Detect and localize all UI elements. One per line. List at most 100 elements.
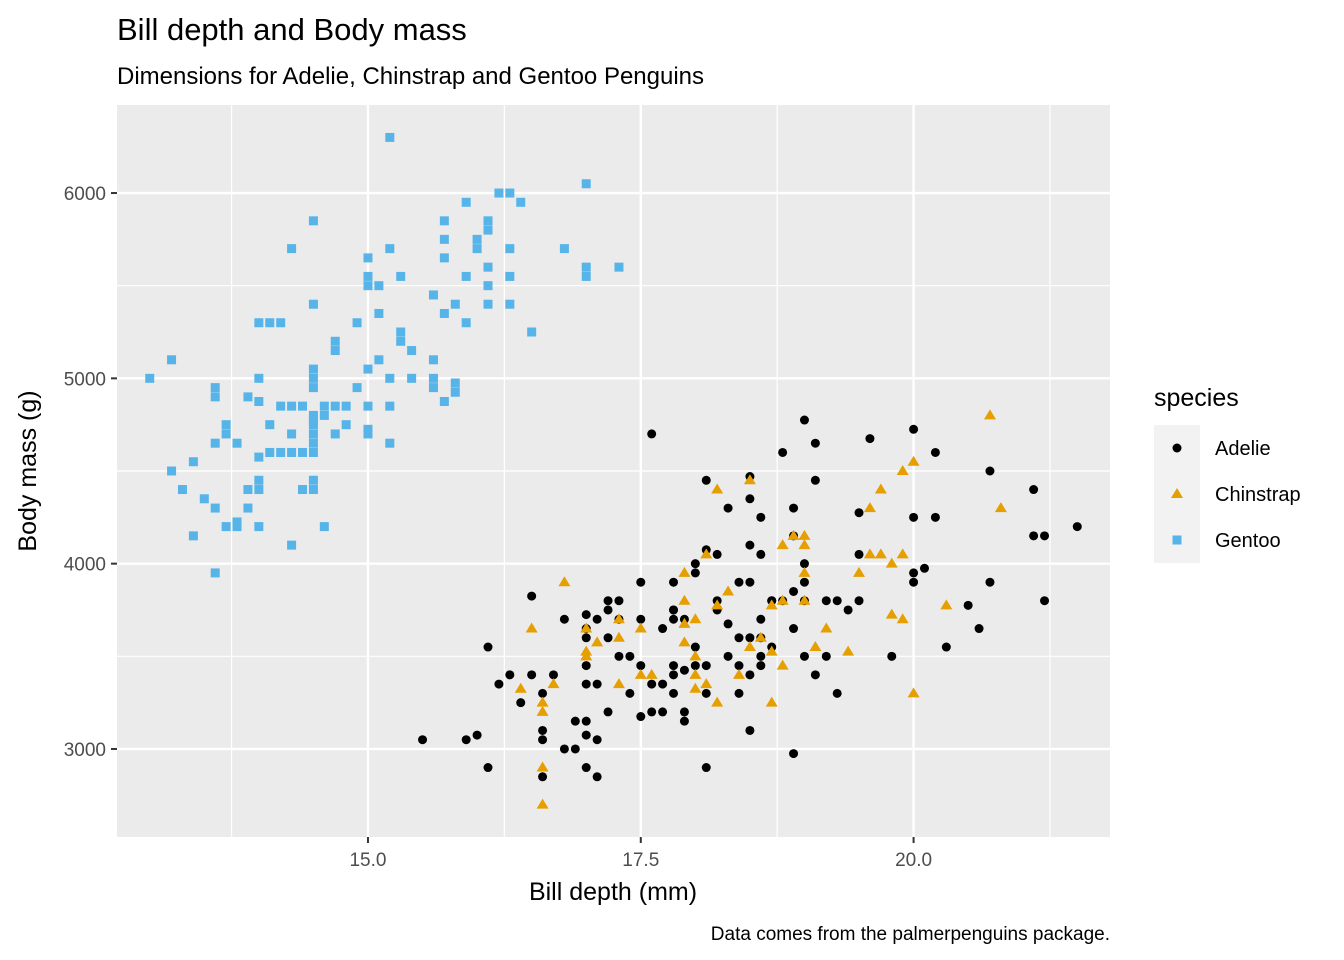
gentoo-point bbox=[254, 373, 264, 383]
adelie-point bbox=[669, 605, 679, 615]
minor-gridlines bbox=[117, 105, 1110, 837]
adelie-point bbox=[756, 651, 766, 661]
adelie-point bbox=[636, 661, 646, 671]
chinstrap-point bbox=[765, 645, 778, 656]
chinstrap-point bbox=[983, 409, 996, 420]
chinstrap-point bbox=[863, 502, 876, 513]
adelie-point bbox=[538, 725, 548, 735]
gentoo-point bbox=[363, 424, 373, 434]
adelie-point bbox=[625, 651, 635, 661]
gentoo-point bbox=[319, 401, 329, 411]
adelie-point bbox=[559, 614, 569, 624]
chinstrap-point bbox=[776, 594, 789, 605]
chinstrap-point bbox=[820, 622, 833, 633]
adelie-point bbox=[810, 475, 820, 485]
chinstrap-point bbox=[798, 594, 811, 605]
adelie-point bbox=[854, 549, 864, 559]
adelie-point bbox=[592, 735, 602, 745]
adelie-point bbox=[865, 434, 875, 444]
gentoo-point bbox=[254, 485, 264, 495]
chinstrap-point bbox=[558, 576, 571, 587]
adelie-point bbox=[745, 577, 755, 587]
gentoo-point bbox=[407, 373, 417, 383]
gentoo-point bbox=[308, 410, 318, 420]
gentoo-point bbox=[210, 503, 220, 513]
gentoo-point bbox=[254, 475, 264, 485]
chinstrap-point bbox=[874, 548, 887, 559]
adelie-point bbox=[581, 716, 591, 726]
gentoo-point bbox=[243, 503, 253, 513]
chinstrap-point bbox=[711, 696, 724, 707]
gentoo-point bbox=[363, 401, 373, 411]
gentoo-point bbox=[287, 244, 297, 254]
gentoo-point bbox=[450, 378, 460, 388]
chinstrap-point bbox=[896, 465, 909, 475]
gentoo-point bbox=[210, 568, 220, 578]
chinstrap-point bbox=[896, 548, 909, 559]
adelie-point bbox=[614, 651, 624, 661]
adelie-point bbox=[745, 540, 755, 550]
gentoo-point bbox=[363, 253, 373, 263]
adelie-point bbox=[789, 624, 799, 634]
chinstrap-point bbox=[994, 502, 1007, 513]
gentoo-point bbox=[396, 336, 406, 346]
chinstrap-point bbox=[743, 641, 756, 652]
chinstrap-point bbox=[776, 539, 789, 550]
major-gridlines bbox=[117, 105, 1110, 837]
adelie-point bbox=[756, 614, 766, 624]
gentoo-point bbox=[428, 290, 438, 300]
y-axis-ticks: 3000 4000 5000 6000 bbox=[64, 184, 117, 761]
adelie-point bbox=[658, 679, 668, 689]
adelie-point bbox=[581, 661, 591, 671]
gentoo-point bbox=[308, 429, 318, 439]
legend-title: species bbox=[1154, 384, 1239, 412]
gentoo-point bbox=[188, 457, 198, 467]
gentoo-point bbox=[210, 438, 220, 448]
legend-label-chinstrap: Chinstrap bbox=[1215, 484, 1301, 506]
adelie-point bbox=[581, 730, 591, 740]
adelie-point bbox=[516, 698, 526, 708]
gentoo-point bbox=[527, 327, 537, 337]
gentoo-point bbox=[483, 225, 493, 235]
chinstrap-point bbox=[678, 636, 691, 647]
gentoo-point bbox=[232, 522, 242, 532]
gentoo-point bbox=[254, 522, 264, 532]
gentoo-point bbox=[461, 197, 471, 207]
chinstrap-point bbox=[754, 631, 767, 642]
gentoo-point bbox=[385, 132, 395, 142]
adelie-point bbox=[745, 725, 755, 735]
adelie-point bbox=[461, 735, 471, 745]
adelie-point bbox=[1072, 522, 1082, 532]
adelie-point bbox=[669, 670, 679, 680]
adelie-point bbox=[734, 577, 744, 587]
chinstrap-point bbox=[732, 668, 745, 679]
adelie-point bbox=[494, 679, 504, 689]
adelie-point bbox=[1029, 485, 1039, 495]
gentoo-point bbox=[363, 281, 373, 291]
adelie-point bbox=[472, 730, 482, 740]
adelie-point bbox=[483, 763, 493, 773]
adelie-point bbox=[505, 670, 515, 680]
adelie-point bbox=[538, 688, 548, 698]
x-axis-title: Bill depth (mm) bbox=[529, 878, 697, 906]
y-tick-label: 6000 bbox=[64, 184, 106, 205]
chinstrap-point bbox=[776, 659, 789, 670]
chinstrap-point bbox=[787, 529, 800, 540]
gentoo-point bbox=[319, 522, 329, 532]
adelie-point bbox=[548, 670, 558, 680]
adelie-point bbox=[909, 568, 919, 578]
chinstrap-point bbox=[634, 622, 647, 633]
adelie-point bbox=[570, 744, 580, 754]
gentoo-point bbox=[374, 308, 384, 318]
x-tick-label: 20.0 bbox=[895, 850, 932, 871]
gentoo-point bbox=[308, 415, 318, 425]
gentoo-point bbox=[439, 234, 449, 244]
adelie-point bbox=[789, 503, 799, 513]
adelie-point bbox=[701, 661, 711, 671]
adelie-point bbox=[538, 772, 548, 782]
gentoo-point bbox=[450, 387, 460, 397]
adelie-point bbox=[985, 466, 995, 476]
gentoo-point bbox=[581, 262, 591, 272]
adelie-point bbox=[799, 415, 809, 425]
